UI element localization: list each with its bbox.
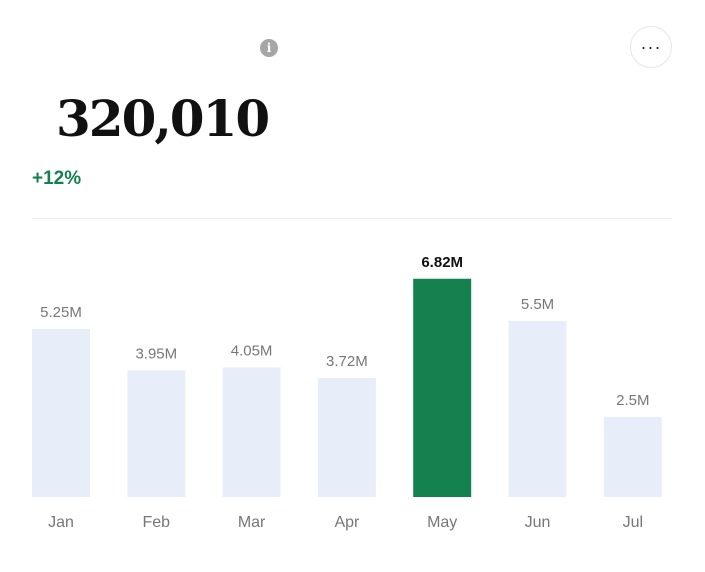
summary-value: 320,010 — [56, 89, 270, 148]
divider — [32, 218, 672, 219]
data-label-jan: 5.25M — [40, 304, 82, 321]
bar-jul[interactable] — [603, 417, 662, 497]
data-label-jul: 2.5M — [616, 392, 649, 409]
x-tick-mar: Mar — [238, 514, 266, 531]
data-label-mar: 4.05M — [231, 342, 273, 359]
bar-feb[interactable] — [127, 370, 186, 497]
x-tick-apr: Apr — [334, 514, 360, 531]
bar-apr[interactable] — [317, 377, 376, 497]
bar-jun[interactable] — [508, 321, 567, 497]
bar-may[interactable] — [413, 278, 472, 497]
bar-jan[interactable] — [32, 329, 90, 497]
x-tick-jul: Jul — [623, 514, 643, 531]
data-label-apr: 3.72M — [326, 353, 368, 370]
data-label-feb: 3.95M — [135, 346, 177, 363]
more-options-button[interactable]: ··· — [630, 26, 672, 68]
x-tick-jun: Jun — [525, 514, 551, 531]
x-tick-jan: Jan — [48, 514, 74, 531]
x-tick-may: May — [427, 514, 457, 531]
bar-mar[interactable] — [222, 367, 281, 497]
x-tick-feb: Feb — [143, 514, 171, 531]
change-badge: +12% — [32, 168, 82, 189]
info-icon[interactable]: i — [260, 39, 278, 57]
data-label-may: 6.82M — [421, 254, 463, 271]
data-label-jun: 5.5M — [521, 296, 554, 313]
